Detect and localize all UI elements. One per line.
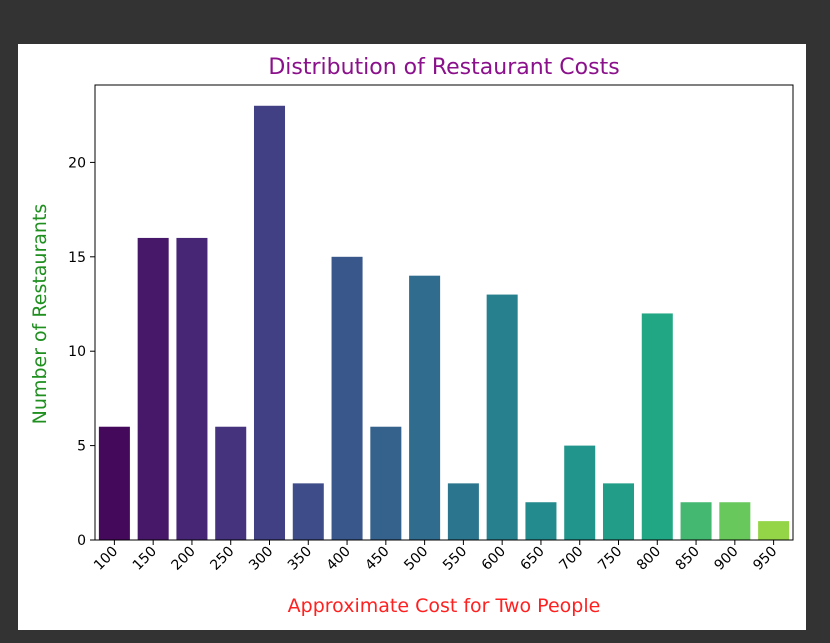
y-tick-label: 20	[68, 155, 86, 171]
x-axis-label: Approximate Cost for Two People	[288, 595, 601, 617]
bars-group	[98, 105, 790, 541]
x-tick-label: 650	[518, 544, 548, 574]
bar-300	[253, 105, 286, 540]
y-axis: 0 5 10 15 20	[68, 155, 95, 549]
y-tick-label: 10	[68, 344, 86, 360]
x-tick-label: 200	[169, 544, 199, 574]
chart-title: Distribution of Restaurant Costs	[268, 55, 619, 80]
x-tick-label: 750	[595, 544, 625, 574]
bar-600	[486, 294, 518, 540]
plot-frame	[94, 84, 794, 541]
bar-850	[680, 502, 712, 540]
bar-500	[409, 275, 441, 540]
bar-200	[176, 237, 208, 541]
bar-400	[331, 256, 363, 540]
bar-650	[525, 502, 557, 540]
bar-750	[602, 483, 635, 540]
y-axis-label: Number of Restaurants	[29, 204, 51, 425]
x-tick-label: 250	[207, 544, 237, 574]
bar-800	[641, 313, 673, 540]
bar-450	[370, 426, 402, 540]
y-tick-label: 15	[68, 250, 86, 266]
x-tick-label: 950	[750, 544, 780, 574]
x-tick-label: 900	[711, 544, 741, 574]
x-tick-label: 100	[91, 544, 121, 574]
x-tick-label: 550	[440, 544, 470, 574]
bar-100	[98, 426, 130, 540]
x-axis: 100 150 200 250 300 350 400 450 500 550 600 650 700 7…	[91, 540, 780, 574]
bar-950	[758, 521, 790, 540]
y-tick-label: 0	[77, 533, 86, 549]
bar-chart: Distribution of Restaurant Costs Approxi…	[29, 55, 794, 617]
x-tick-label: 300	[246, 544, 276, 574]
bar-150	[137, 237, 169, 541]
chart-figure: Distribution of Restaurant Costs Approxi…	[18, 44, 806, 630]
x-tick-label: 450	[362, 544, 392, 574]
x-tick-label: 400	[324, 544, 354, 574]
x-tick-label: 350	[285, 544, 315, 574]
bar-900	[719, 502, 751, 540]
x-tick-label: 150	[130, 544, 160, 574]
x-tick-label: 800	[634, 544, 664, 574]
x-tick-label: 600	[479, 544, 509, 574]
bar-250	[215, 426, 247, 540]
bar-550	[447, 483, 479, 540]
bar-700	[564, 445, 596, 540]
bar-350	[292, 483, 324, 540]
x-tick-label: 700	[556, 544, 586, 574]
x-tick-label: 850	[673, 544, 703, 574]
y-tick-label: 5	[77, 439, 86, 455]
x-tick-label: 500	[401, 544, 431, 574]
